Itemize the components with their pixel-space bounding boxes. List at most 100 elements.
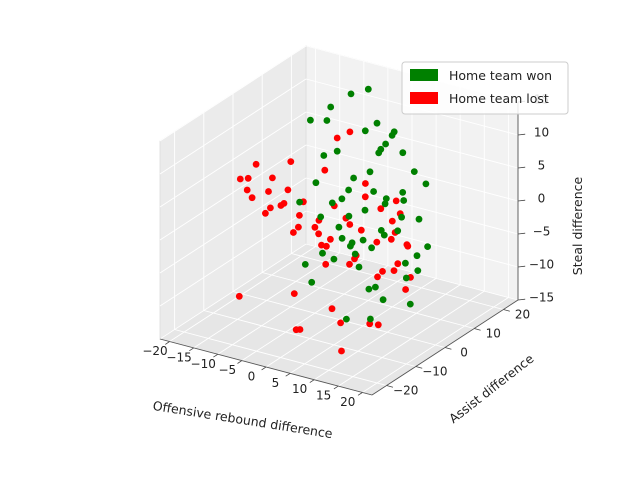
- grid-z-left-5: [159, 78, 307, 175]
- point-won-7: [399, 149, 407, 157]
- tick-mark-z-2: [517, 232, 526, 235]
- point-won-16: [415, 215, 423, 223]
- x-tick-label-6: 10: [292, 382, 307, 396]
- point-won-28: [402, 259, 409, 267]
- grid-z-back-0: [305, 243, 519, 301]
- y-tick-label-4: 20: [515, 308, 530, 322]
- point-lost-42: [287, 158, 295, 166]
- point-won-56: [370, 188, 377, 195]
- tick-mark-y-3: [474, 328, 481, 331]
- tick-mark-y-2: [444, 347, 452, 350]
- legend-label-lost: Home team lost: [449, 91, 549, 106]
- point-won-1: [327, 103, 335, 111]
- grid-y-floor-1: [203, 310, 416, 367]
- point-lost-46: [252, 160, 260, 168]
- tick-mark-z-1: [517, 265, 526, 268]
- point-won-11: [333, 147, 341, 155]
- point-lost-9: [392, 197, 400, 205]
- point-lost-13: [265, 188, 272, 195]
- grid-z-left-2: [159, 177, 307, 274]
- y-tick-label-2: 0: [460, 346, 468, 360]
- tick-mark-x-8: [357, 392, 363, 396]
- point-lost-59: [333, 134, 341, 142]
- grid-y-floor-3: [262, 272, 475, 329]
- tick-mark-x-7: [333, 385, 339, 390]
- point-lost-7: [361, 193, 369, 201]
- point-lost-55: [292, 326, 300, 334]
- point-lost-56: [235, 292, 243, 300]
- point-won-5: [382, 140, 389, 148]
- point-won-18: [328, 199, 336, 207]
- point-won-4: [373, 119, 381, 127]
- point-won-25: [338, 195, 346, 203]
- point-lost-37: [402, 286, 409, 293]
- point-won-9: [422, 180, 430, 188]
- point-won-17: [312, 179, 320, 187]
- point-lost-34: [318, 241, 325, 249]
- point-lost-25: [243, 186, 251, 194]
- point-lost-52: [337, 319, 344, 327]
- x-tick-label-5: 5: [272, 376, 280, 390]
- point-won-38: [301, 261, 309, 268]
- z-tick-label-0: −15: [529, 291, 554, 305]
- x-tick-label-7: 15: [316, 389, 331, 403]
- point-won-34: [355, 263, 363, 271]
- point-lost-47: [321, 166, 329, 174]
- point-won-39: [402, 274, 410, 282]
- z-tick-label-1: −10: [529, 258, 554, 272]
- tick-labels: −20−15−10 −5 0 5 10 15 20−20−1001020−15−10−505…: [142, 93, 554, 409]
- point-lost-33: [290, 229, 297, 236]
- point-won-3: [364, 85, 372, 93]
- tick-mark-x-2: [213, 353, 219, 358]
- point-won-29: [413, 252, 421, 260]
- tick-mark-x-4: [261, 366, 267, 371]
- tick-mark-x-1: [189, 347, 194, 352]
- point-won-47: [379, 296, 387, 304]
- point-won-52: [400, 197, 408, 204]
- point-won-58: [367, 315, 374, 323]
- z-axis-label: Steal difference: [570, 177, 585, 276]
- point-won-51: [424, 243, 431, 251]
- point-won-50: [414, 267, 422, 274]
- point-lost-54: [403, 241, 411, 249]
- legend-label-won: Home team won: [449, 68, 552, 83]
- x-tick-label-4: 0: [248, 370, 256, 384]
- point-won-24: [317, 213, 325, 221]
- point-lost-44: [328, 305, 336, 313]
- point-lost-27: [295, 223, 302, 231]
- point-lost-39: [277, 202, 285, 209]
- point-lost-15: [296, 212, 303, 219]
- point-lost-0: [248, 194, 256, 202]
- grid-z-left-4: [159, 111, 307, 208]
- z-tick-label-3: 0: [538, 192, 546, 206]
- tick-mark-x-3: [237, 360, 243, 364]
- legend-box: [401, 61, 569, 115]
- point-lost-30: [379, 268, 386, 275]
- grid-z-back-1: [305, 210, 519, 268]
- grid-z-left-1: [159, 210, 307, 307]
- x-axis-label: Offensive rebound difference: [152, 398, 334, 441]
- point-won-37: [308, 278, 316, 286]
- point-won-31: [351, 250, 359, 258]
- point-won-46: [377, 145, 385, 153]
- point-lost-8: [377, 205, 385, 213]
- tick-mark-z-0: [517, 298, 526, 301]
- tick-mark-x-0: [165, 341, 170, 345]
- x-axis-line: [159, 338, 373, 396]
- legend: Home team won Home team lost: [401, 61, 569, 115]
- point-won-59: [365, 285, 373, 293]
- point-lost-1: [269, 174, 276, 182]
- x-tick-label-1: −15: [166, 350, 191, 364]
- z-tick-label-2: −5: [533, 225, 551, 239]
- tick-mark-y-1: [415, 366, 423, 369]
- point-won-53: [343, 315, 350, 323]
- point-lost-24: [394, 260, 402, 268]
- point-won-14: [382, 195, 390, 203]
- point-lost-38: [236, 175, 244, 183]
- point-lost-20: [373, 238, 381, 246]
- point-won-12: [350, 174, 357, 182]
- point-won-22: [394, 227, 402, 235]
- point-lost-26: [267, 204, 274, 212]
- point-won-20: [361, 206, 369, 214]
